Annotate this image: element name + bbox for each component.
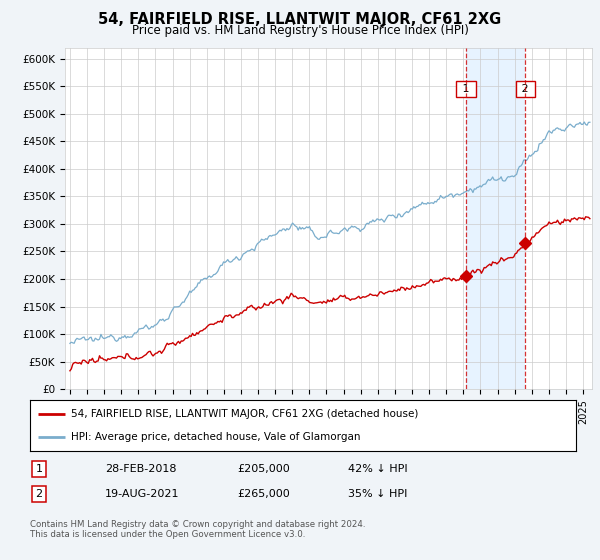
Text: £205,000: £205,000 [237,464,290,474]
Text: Price paid vs. HM Land Registry's House Price Index (HPI): Price paid vs. HM Land Registry's House … [131,24,469,36]
Text: 1: 1 [35,464,43,474]
Bar [466,48,526,389]
Text: 35% ↓ HPI: 35% ↓ HPI [348,489,407,499]
Text: £265,000: £265,000 [237,489,290,499]
Text: 2: 2 [518,84,532,94]
Text: 28-FEB-2018: 28-FEB-2018 [105,464,176,474]
Text: 54, FAIRFIELD RISE, LLANTWIT MAJOR, CF61 2XG: 54, FAIRFIELD RISE, LLANTWIT MAJOR, CF61… [98,12,502,27]
Text: Contains HM Land Registry data © Crown copyright and database right 2024.
This d: Contains HM Land Registry data © Crown c… [30,520,365,539]
Text: 19-AUG-2021: 19-AUG-2021 [105,489,179,499]
Text: 1: 1 [459,84,473,94]
Text: 2: 2 [35,489,43,499]
Text: 54, FAIRFIELD RISE, LLANTWIT MAJOR, CF61 2XG (detached house): 54, FAIRFIELD RISE, LLANTWIT MAJOR, CF61… [71,409,418,419]
Text: HPI: Average price, detached house, Vale of Glamorgan: HPI: Average price, detached house, Vale… [71,432,361,442]
Text: 42% ↓ HPI: 42% ↓ HPI [348,464,407,474]
